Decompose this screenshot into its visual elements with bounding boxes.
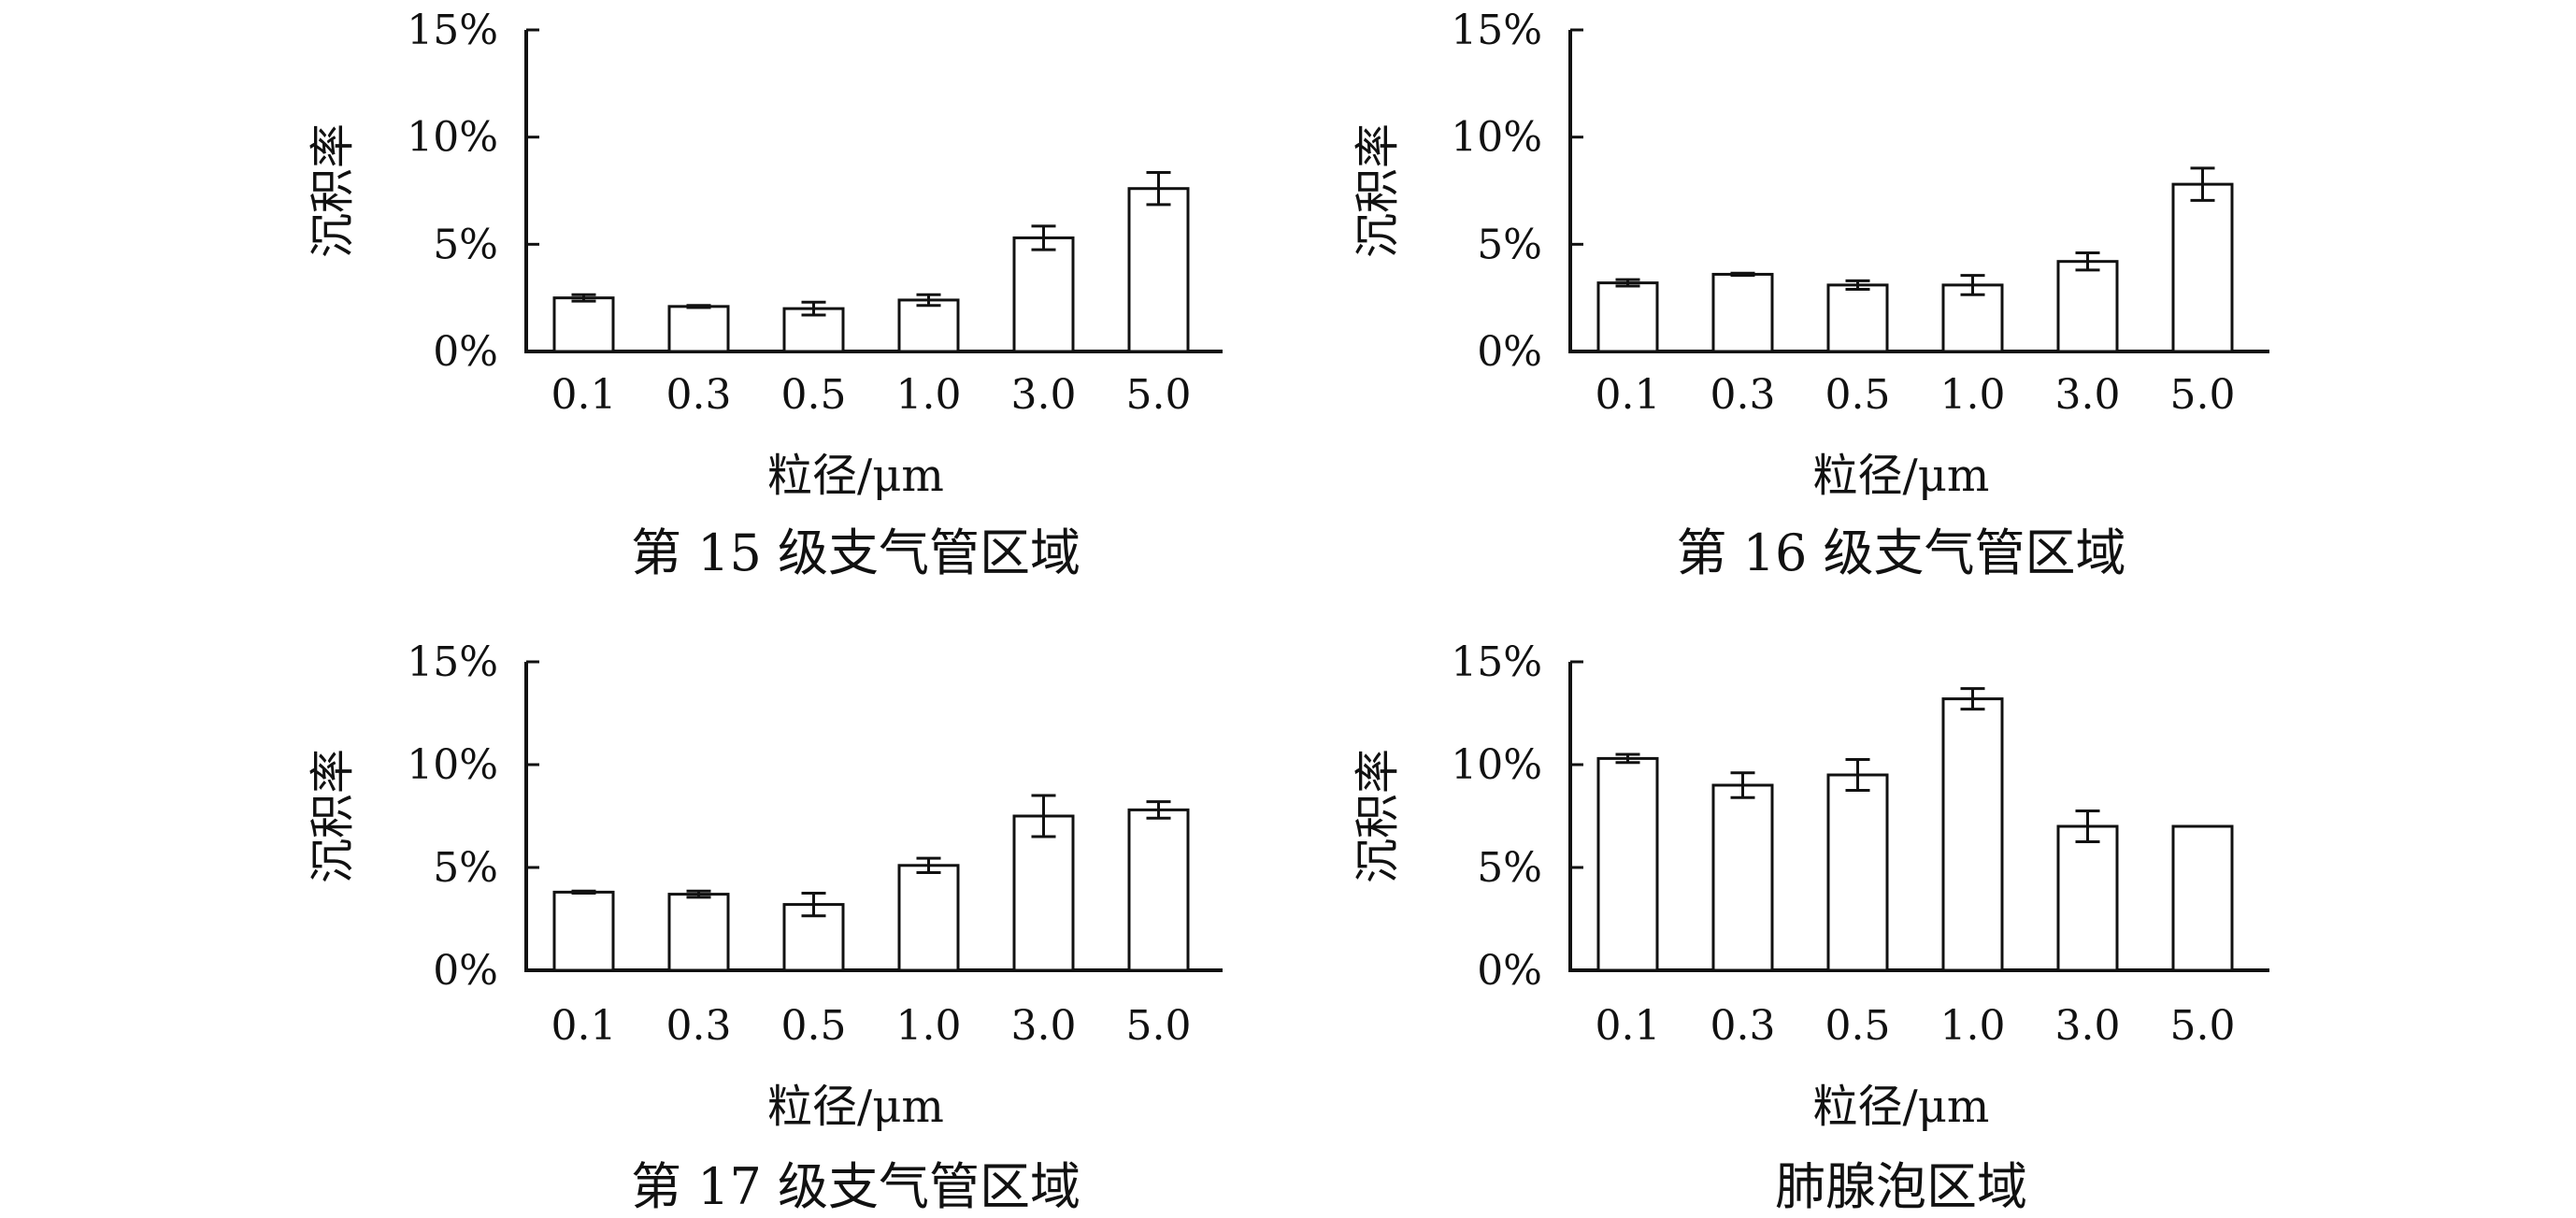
bar: [2056, 824, 2119, 972]
bar: [897, 298, 960, 353]
bar: [2171, 824, 2234, 972]
y-tick-label: 10%: [1451, 741, 1542, 789]
x-tick-label: 0.5: [781, 1002, 847, 1050]
y-tick-label: 15%: [407, 638, 498, 686]
chart-title: 第 17 级支气管区域: [631, 1157, 1080, 1216]
y-axis-label: 沉积率: [1352, 123, 1404, 258]
x-tick-label: 3.0: [1011, 1002, 1077, 1050]
x-tick-label: 0.1: [1596, 371, 1661, 419]
y-tick-label: 5%: [1477, 844, 1542, 892]
x-tick-label: 1.0: [896, 371, 962, 419]
x-tick-label: 5.0: [1126, 1002, 1192, 1050]
bar: [1596, 281, 1659, 353]
y-tick-label: 10%: [407, 741, 498, 789]
chart-title: 第 15 级支气管区域: [631, 523, 1080, 582]
x-tick-label: 0.5: [1825, 371, 1891, 419]
x-tick-label: 0.3: [1710, 371, 1776, 419]
bar: [897, 864, 960, 972]
bar: [2171, 182, 2234, 353]
y-axis-label: 沉积率: [307, 749, 359, 883]
x-tick-label: 5.0: [2170, 371, 2236, 419]
x-axis-label: 粒径/μm: [1813, 1081, 1990, 1133]
bar: [1711, 783, 1774, 972]
x-tick-label: 0.3: [1710, 1002, 1776, 1050]
x-tick-label: 0.1: [551, 1002, 617, 1050]
chart-title: 第 16 级支气管区域: [1676, 523, 2125, 582]
y-tick-label: 0%: [1477, 947, 1542, 995]
x-tick-label: 1.0: [896, 1002, 962, 1050]
x-tick-label: 1.0: [1940, 371, 2006, 419]
bar: [1127, 808, 1190, 972]
bar: [1826, 283, 1889, 353]
x-tick-label: 0.1: [551, 371, 617, 419]
y-tick-label: 0%: [433, 328, 498, 376]
y-tick-label: 0%: [433, 947, 498, 995]
y-tick-label: 5%: [433, 221, 498, 268]
y-tick-label: 5%: [1477, 221, 1542, 268]
x-axis-label: 粒径/μm: [767, 450, 944, 502]
y-tick-label: 15%: [1451, 7, 1542, 54]
bar: [667, 893, 730, 972]
x-tick-label: 3.0: [1011, 371, 1077, 419]
bar: [1711, 272, 1774, 353]
y-tick-label: 15%: [1451, 638, 1542, 686]
x-tick-label: 0.1: [1596, 1002, 1661, 1050]
bar: [1596, 756, 1659, 972]
x-tick-label: 5.0: [1126, 371, 1192, 419]
x-axis-label: 粒径/μm: [1813, 450, 1990, 502]
bar: [1941, 697, 2004, 972]
bar: [1826, 773, 1889, 972]
y-tick-label: 15%: [407, 7, 498, 54]
y-axis-label: 沉积率: [307, 123, 359, 258]
x-tick-label: 3.0: [2055, 1002, 2121, 1050]
x-tick-label: 0.5: [781, 371, 847, 419]
x-tick-label: 0.3: [666, 1002, 732, 1050]
x-tick-label: 0.5: [1825, 1002, 1891, 1050]
bar: [1012, 814, 1075, 972]
y-tick-label: 5%: [433, 844, 498, 892]
bar: [1127, 187, 1190, 353]
x-tick-label: 0.3: [666, 371, 732, 419]
bar: [1012, 236, 1075, 353]
bar: [552, 296, 615, 353]
bar: [1941, 283, 2004, 353]
bar: [552, 890, 615, 972]
y-axis-label: 沉积率: [1352, 749, 1404, 883]
bar: [667, 305, 730, 353]
x-tick-label: 3.0: [2055, 371, 2121, 419]
y-tick-label: 10%: [1451, 114, 1542, 162]
y-tick-label: 0%: [1477, 328, 1542, 376]
x-tick-label: 5.0: [2170, 1002, 2236, 1050]
y-tick-label: 10%: [407, 114, 498, 162]
bar: [2056, 260, 2119, 353]
x-tick-label: 1.0: [1940, 1002, 2006, 1050]
chart-title: 肺腺泡区域: [1775, 1157, 2027, 1216]
x-axis-label: 粒径/μm: [767, 1081, 944, 1133]
